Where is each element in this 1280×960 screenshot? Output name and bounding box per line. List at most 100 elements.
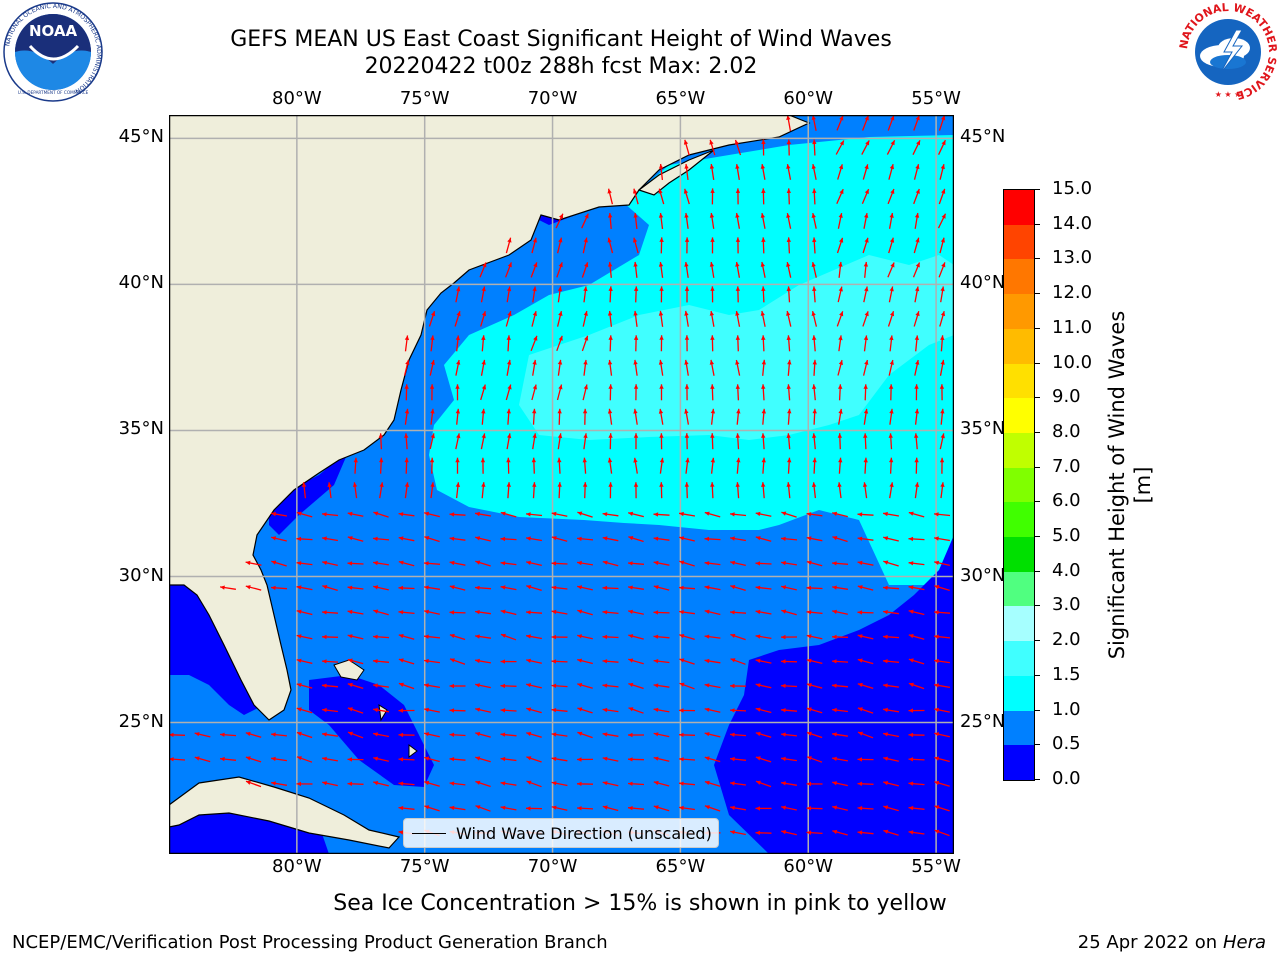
colorbar-segment	[1004, 675, 1034, 711]
wind-wave-arrow	[729, 536, 747, 542]
wind-wave-arrow	[551, 756, 568, 762]
wind-wave-arrow	[934, 560, 950, 567]
wind-wave-arrow	[806, 560, 823, 567]
wind-wave-arrow	[812, 359, 817, 376]
wind-wave-arrow	[882, 585, 900, 590]
wind-wave-arrow	[628, 634, 644, 640]
wind-wave-arrow	[882, 634, 900, 639]
wind-wave-arrow	[398, 634, 415, 640]
wind-wave-arrow	[219, 756, 237, 762]
map-tick-label: 45°N	[118, 126, 164, 148]
wind-wave-arrow	[526, 780, 542, 788]
wind-wave-arrow	[811, 261, 817, 278]
wind-wave-arrow	[838, 457, 843, 474]
wind-wave-arrow	[811, 163, 817, 180]
wind-wave-arrow	[582, 310, 588, 327]
wind-wave-arrow	[321, 683, 339, 688]
wind-wave-arrow	[525, 512, 543, 517]
wind-wave-arrow	[914, 457, 919, 474]
wind-wave-arrow	[729, 708, 747, 713]
wind-wave-arrow	[602, 610, 619, 615]
wind-wave-arrow	[628, 707, 644, 714]
wind-wave-arrow	[608, 212, 613, 229]
wind-wave-arrow	[551, 511, 568, 517]
wind-wave-arrow	[780, 659, 798, 664]
wind-wave-arrow	[831, 756, 849, 762]
wind-wave-arrow	[780, 634, 798, 640]
wind-wave-arrow	[577, 731, 593, 739]
wind-wave-arrow	[271, 560, 287, 567]
wind-wave-arrow	[933, 536, 951, 542]
colorbar-tick-label: 0.0	[1052, 768, 1081, 789]
wind-wave-arrow	[938, 262, 946, 278]
wind-wave-arrow	[658, 408, 664, 425]
wind-wave-arrow	[857, 536, 874, 541]
wind-wave-arrow	[933, 610, 951, 615]
wind-wave-arrow	[403, 359, 410, 376]
wind-wave-arrow	[678, 585, 696, 590]
wind-wave-arrow	[526, 707, 542, 714]
wind-wave-arrow	[608, 335, 613, 352]
wind-wave-arrow	[684, 359, 689, 376]
wind-wave-arrow	[628, 536, 644, 543]
wind-wave-arrow	[760, 212, 766, 229]
colorbar-tick-label: 2.0	[1052, 629, 1081, 651]
wind-wave-arrow	[835, 140, 845, 155]
wind-wave-arrow	[194, 732, 211, 738]
wind-wave-arrow	[684, 408, 690, 425]
wind-wave-arrow	[582, 408, 588, 425]
wind-wave-arrow	[219, 732, 237, 737]
wind-wave-arrow	[812, 457, 817, 474]
wind-wave-arrow	[861, 115, 870, 131]
wind-wave-arrow	[653, 732, 670, 738]
wind-wave-arrow	[863, 286, 869, 303]
wind-wave-arrow	[475, 536, 491, 542]
wind-wave-arrow	[627, 806, 645, 811]
wind-wave-arrow	[888, 164, 894, 180]
wind-wave-arrow	[628, 732, 644, 738]
wind-wave-arrow	[551, 781, 568, 787]
colorbar-tick-label: 0.5	[1052, 733, 1081, 755]
wind-wave-arrow	[607, 188, 614, 205]
wind-wave-arrow	[506, 286, 512, 303]
wind-wave-arrow	[838, 384, 843, 401]
wind-wave-arrow	[526, 585, 542, 592]
wind-wave-arrow	[939, 433, 945, 450]
wind-wave-arrow	[684, 286, 690, 303]
wind-wave-arrow	[755, 634, 772, 640]
wind-wave-arrow	[908, 732, 925, 738]
wind-wave-arrow	[653, 610, 670, 615]
wind-wave-arrow	[455, 384, 460, 401]
colorbar-tick-mark	[1034, 501, 1040, 503]
map-panel	[169, 115, 954, 854]
wind-wave-arrow	[500, 708, 517, 713]
wind-wave-arrow	[914, 212, 920, 229]
wind-wave-arrow	[628, 658, 644, 665]
wind-wave-arrow	[372, 560, 390, 566]
wind-wave-arrow	[525, 610, 543, 615]
wind-wave-arrow	[908, 585, 925, 591]
wind-wave-arrow	[857, 658, 874, 665]
wind-wave-arrow	[755, 609, 772, 615]
wind-wave-arrow	[806, 610, 823, 615]
wind-wave-arrow	[530, 335, 538, 352]
wind-wave-arrow	[908, 781, 925, 786]
wind-wave-arrow	[449, 732, 466, 737]
wind-wave-arrow	[933, 634, 951, 639]
wind-wave-arrow	[608, 261, 613, 278]
wind-wave-arrow	[729, 732, 747, 737]
wind-wave-arrow	[583, 359, 588, 376]
wind-wave-arrow	[684, 335, 690, 352]
wind-wave-arrow	[755, 585, 772, 590]
wind-wave-arrow	[659, 457, 665, 474]
wind-wave-arrow	[811, 482, 817, 499]
wind-wave-arrow	[730, 658, 746, 665]
wind-wave-arrow	[786, 163, 792, 180]
wind-wave-arrow	[934, 829, 950, 837]
wind-wave-arrow	[500, 585, 517, 591]
wind-wave-arrow	[296, 781, 313, 787]
wind-wave-arrow	[887, 310, 895, 327]
wind-wave-arrow	[857, 806, 874, 811]
wind-wave-arrow	[506, 335, 511, 352]
wind-wave-arrow	[602, 781, 619, 787]
